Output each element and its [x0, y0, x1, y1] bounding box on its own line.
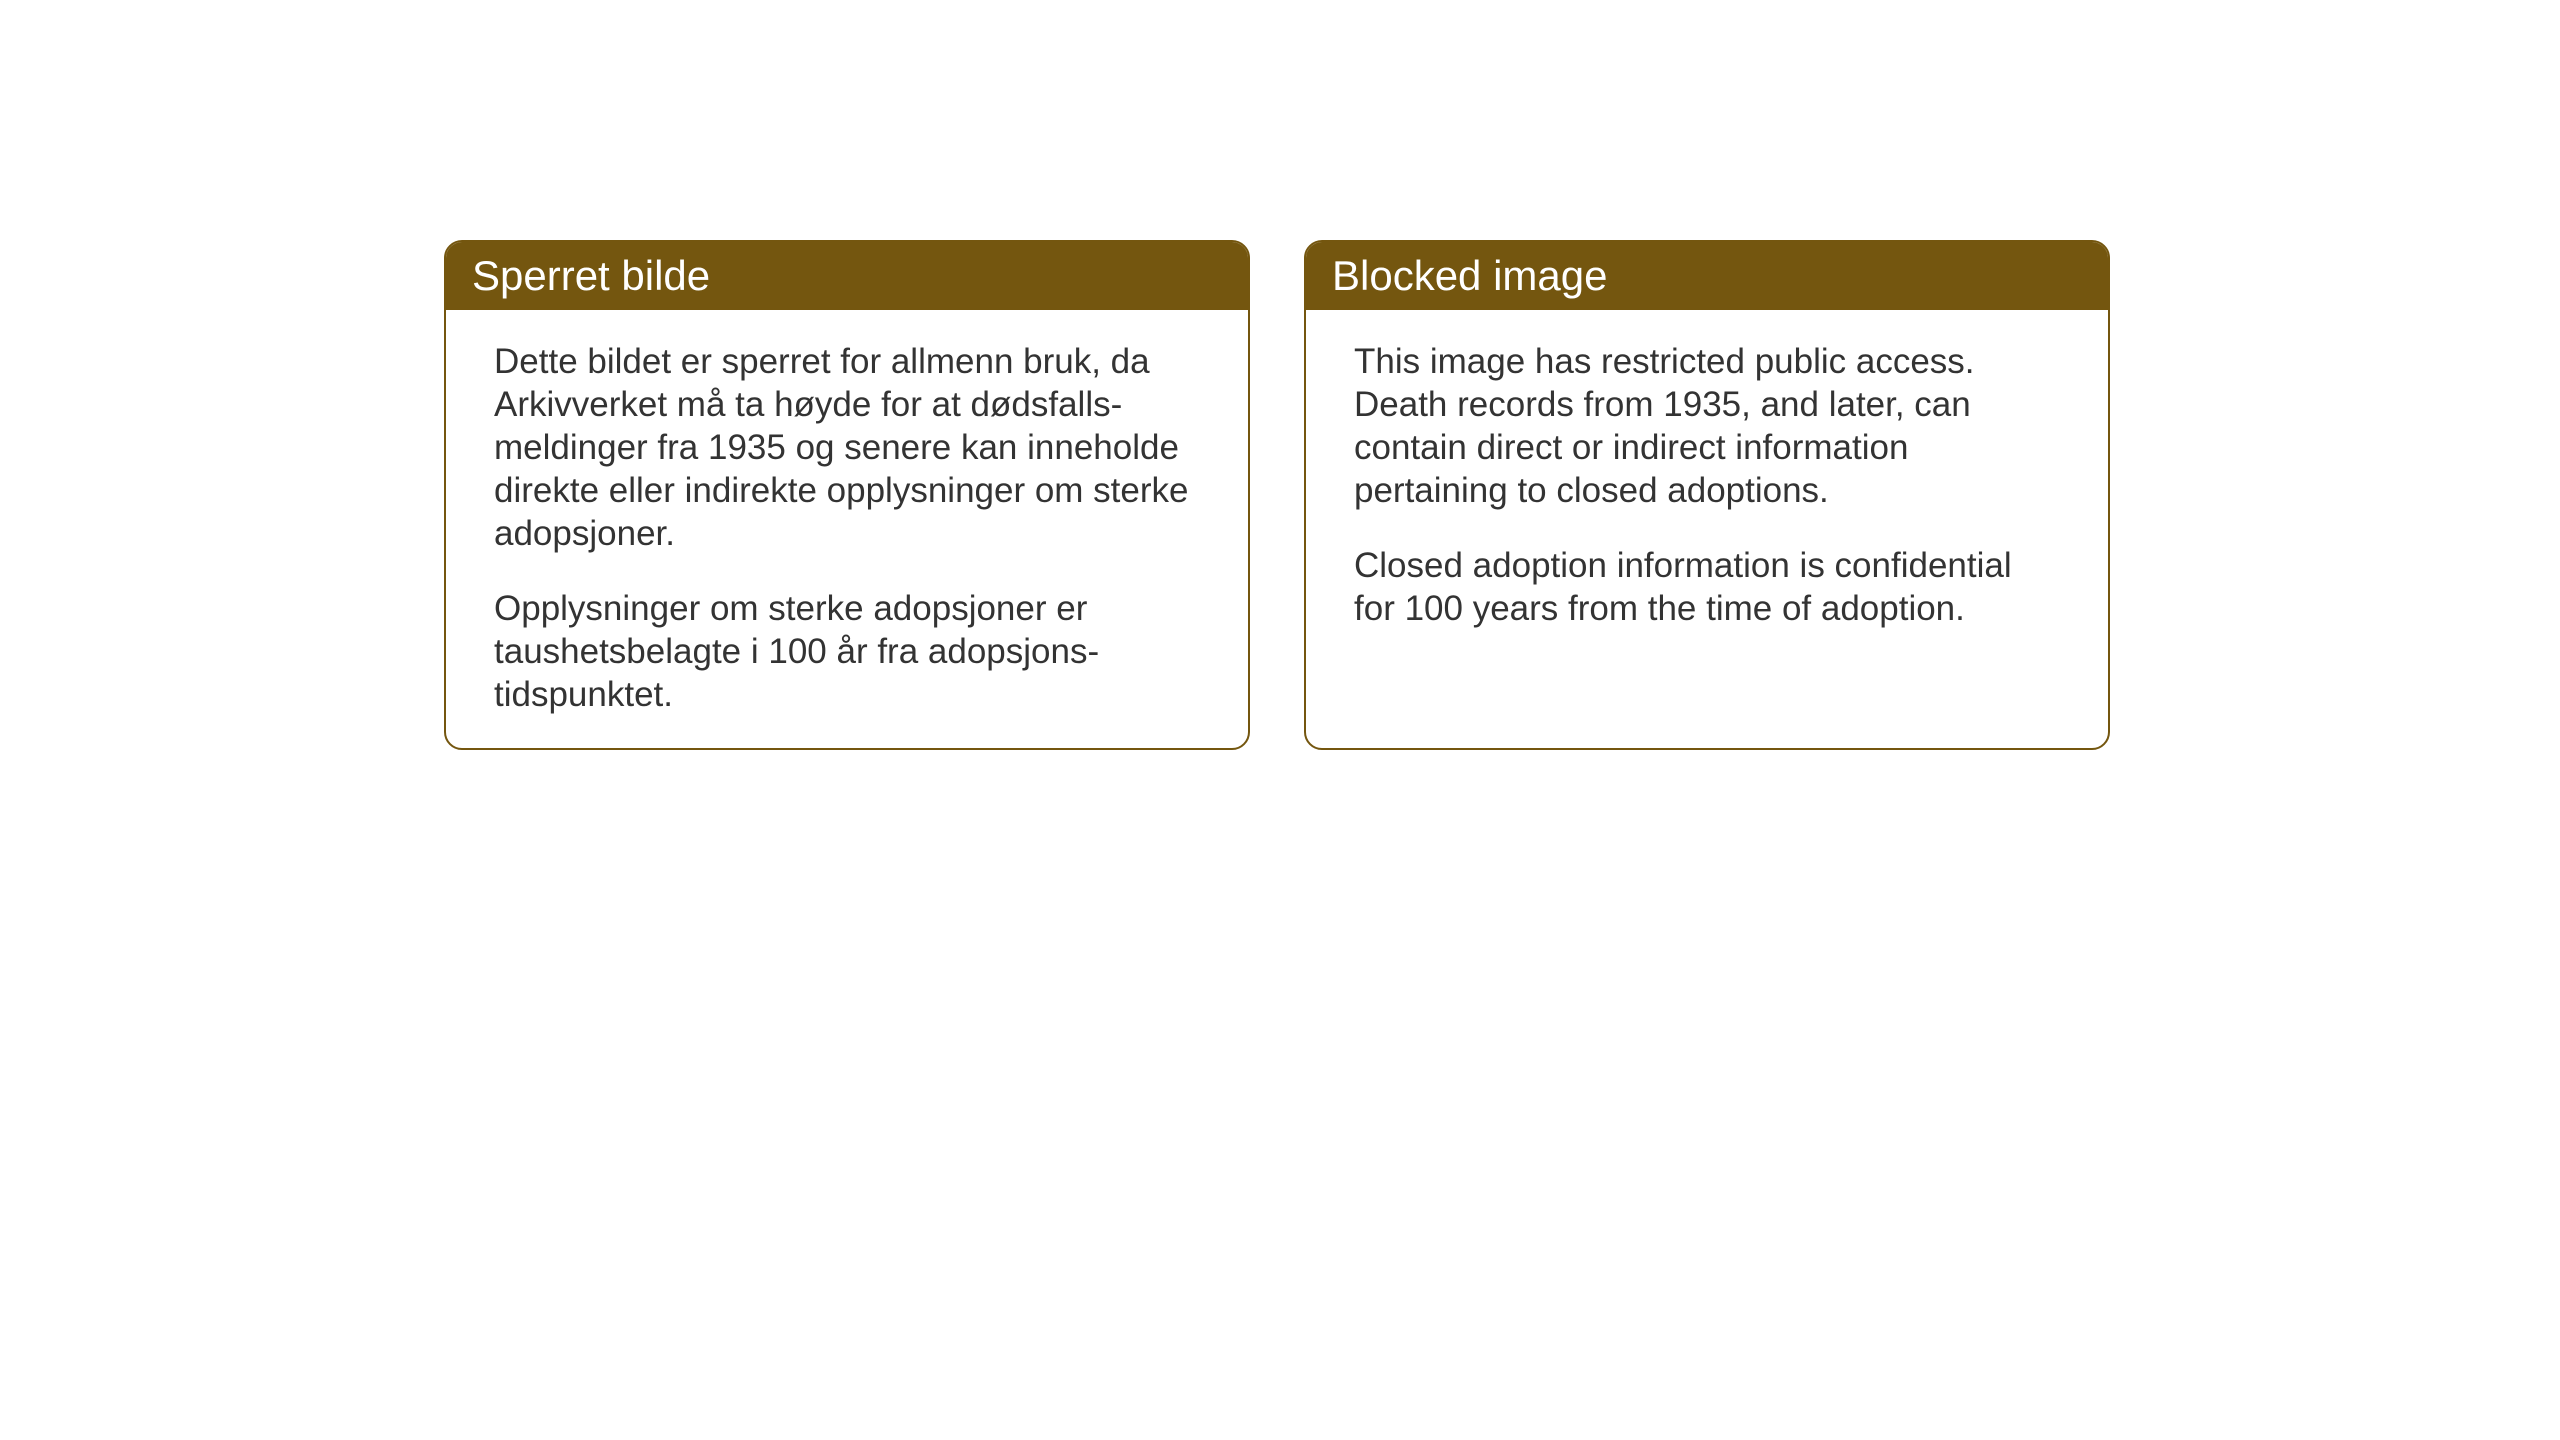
- norwegian-paragraph-2: Opplysninger om sterke adopsjoner er tau…: [494, 587, 1200, 716]
- norwegian-card-title: Sperret bilde: [446, 242, 1248, 310]
- norwegian-paragraph-1: Dette bildet er sperret for allmenn bruk…: [494, 340, 1200, 555]
- cards-container: Sperret bilde Dette bildet er sperret fo…: [444, 240, 2110, 750]
- english-card: Blocked image This image has restricted …: [1304, 240, 2110, 750]
- english-card-title: Blocked image: [1306, 242, 2108, 310]
- english-paragraph-1: This image has restricted public access.…: [1354, 340, 2060, 512]
- norwegian-card: Sperret bilde Dette bildet er sperret fo…: [444, 240, 1250, 750]
- english-paragraph-2: Closed adoption information is confident…: [1354, 544, 2060, 630]
- english-card-body: This image has restricted public access.…: [1306, 310, 2108, 670]
- norwegian-card-body: Dette bildet er sperret for allmenn bruk…: [446, 310, 1248, 750]
